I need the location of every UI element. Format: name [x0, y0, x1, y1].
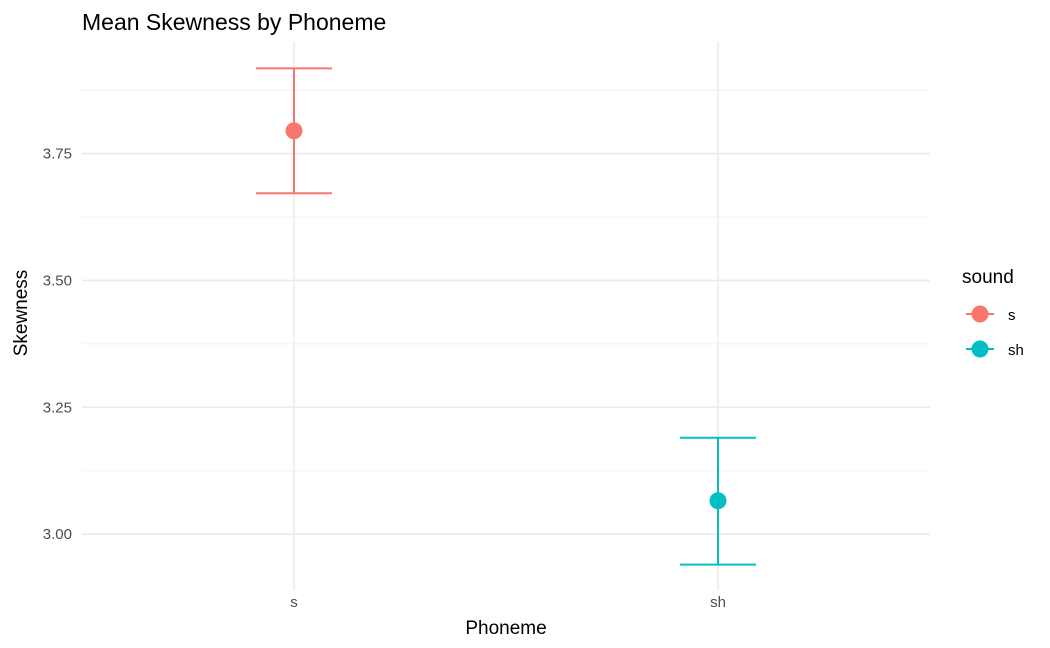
- legend-label: sh: [1008, 342, 1024, 359]
- x-axis-ticks: s sh: [290, 594, 726, 611]
- y-axis-ticks: 3.00 3.25 3.50 3.75: [43, 146, 72, 544]
- x-tick-label: s: [290, 594, 298, 611]
- mean-point: [285, 122, 303, 140]
- legend-key-point: [971, 340, 989, 358]
- chart-title: Mean Skewness by Phoneme: [82, 9, 386, 35]
- series-sh: [680, 436, 756, 566]
- grid: [82, 42, 930, 590]
- y-tick-label: 3.25: [43, 399, 72, 416]
- legend-item-s: s: [966, 305, 1016, 324]
- data-layer: [256, 67, 756, 566]
- legend-label: s: [1008, 307, 1016, 324]
- legend: sound s sh: [962, 267, 1024, 359]
- legend-title: sound: [962, 267, 1014, 288]
- series-s: [256, 67, 332, 195]
- y-tick-label: 3.00: [43, 526, 72, 543]
- mean-point: [709, 492, 727, 510]
- x-tick-label: sh: [710, 594, 726, 611]
- y-tick-label: 3.50: [43, 272, 72, 289]
- legend-key-point: [971, 305, 989, 323]
- y-tick-label: 3.75: [43, 146, 72, 163]
- legend-item-sh: sh: [966, 340, 1024, 359]
- x-axis-title: Phoneme: [465, 618, 546, 639]
- y-axis-title: Skewness: [11, 270, 32, 357]
